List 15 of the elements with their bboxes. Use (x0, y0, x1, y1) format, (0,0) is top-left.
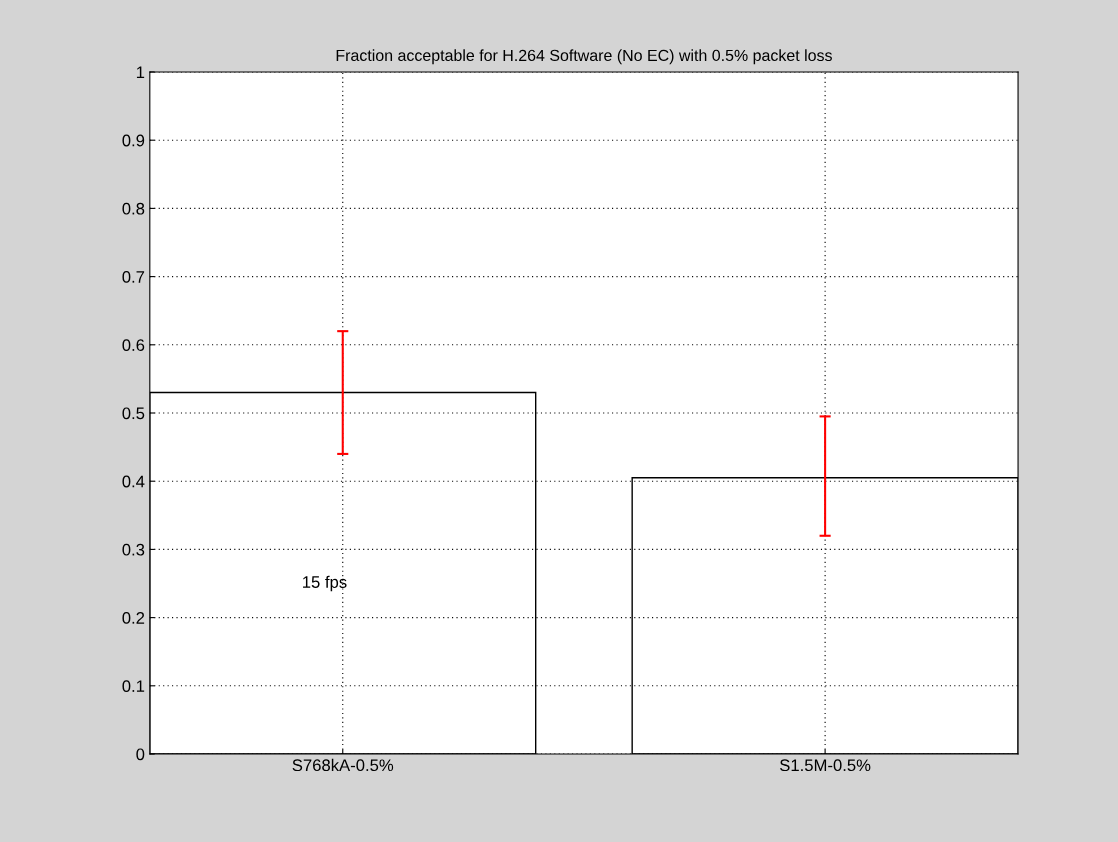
y-tick-label: 0.1 (122, 680, 145, 693)
x-tick-label: S768kA-0.5% (292, 758, 394, 772)
annotation: 15 fps (303, 575, 347, 592)
chart-title: Fraction acceptable for H.264 Software (No EC) with 0.5% packet loss (336, 49, 832, 65)
y-tick-label: 0.2 (122, 612, 145, 624)
y-tick-label: 0.4 (122, 475, 145, 488)
x-tick-label: S1.5M-0.5% (780, 759, 871, 772)
y-tick-label: 0.3 (122, 543, 145, 556)
y-tick-label: 0.5 (122, 407, 145, 420)
y-tick-label: 0.8 (122, 202, 145, 215)
y-tick-label: 0.6 (122, 339, 145, 351)
y-tick-label: 1 (136, 66, 145, 79)
y-tick-label: 0 (136, 748, 145, 761)
y-tick-label: 0.7 (122, 271, 145, 283)
y-tick-label: 0.9 (122, 134, 145, 147)
